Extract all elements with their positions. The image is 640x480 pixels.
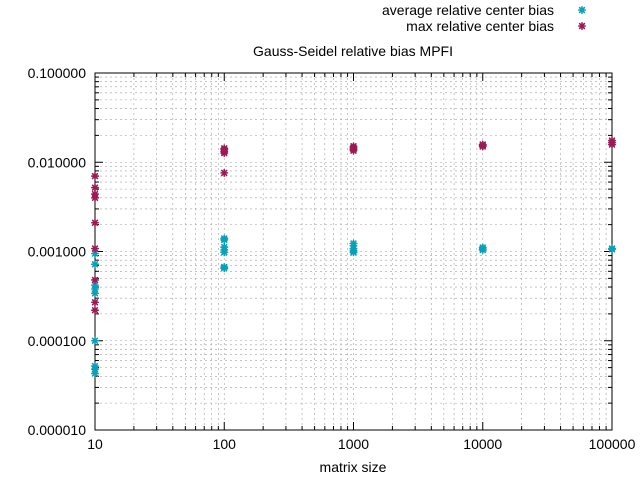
- average-bias-point: [91, 369, 99, 378]
- max-bias-point: [220, 148, 229, 157]
- x-tick-label: 10000: [463, 436, 502, 452]
- y-tick-label: 0.100000: [28, 65, 87, 81]
- legend: average relative center bias max relativ…: [382, 2, 587, 34]
- average-bias-point: [91, 289, 99, 298]
- average-bias-point: [220, 248, 229, 257]
- x-tick-label: 100: [213, 436, 237, 452]
- max-bias-point: [220, 168, 229, 177]
- legend-label-max: max relative center bias: [406, 18, 554, 34]
- x-tick-label: 1000: [338, 436, 369, 452]
- y-tick-label: 0.001000: [28, 244, 87, 260]
- average-bias-point: [349, 248, 358, 257]
- legend-marker-average: [577, 6, 587, 14]
- max-bias-point: [478, 142, 487, 151]
- average-bias-point: [220, 264, 229, 273]
- max-bias-point: [91, 193, 99, 202]
- average-bias-point: [607, 245, 617, 254]
- y-tick-label: 0.010000: [28, 154, 87, 170]
- legend-label-average: average relative center bias: [382, 2, 554, 18]
- average-bias-point: [91, 336, 99, 345]
- average-bias-point: [478, 245, 487, 254]
- max-bias-point: [91, 306, 99, 315]
- y-tick-label: 0.000100: [28, 333, 87, 349]
- legend-markers: [577, 6, 587, 31]
- x-tick-label: 10: [87, 436, 103, 452]
- max-bias-point: [607, 140, 617, 149]
- max-bias-point: [91, 275, 99, 284]
- x-tick-label: 100000: [589, 436, 636, 452]
- max-bias-point: [91, 172, 99, 181]
- max-bias-point: [91, 218, 99, 227]
- max-bias-point: [349, 146, 358, 155]
- max-bias-point: [91, 244, 99, 253]
- legend-marker-max: [577, 21, 587, 31]
- x-axis-label: matrix size: [320, 459, 387, 475]
- average-bias-point: [220, 235, 229, 244]
- chart-title: Gauss-Seidel relative bias MPFI: [253, 43, 453, 59]
- grid-lines: [95, 73, 612, 430]
- x-tick-labels: 10 100 1000 10000 100000: [87, 436, 635, 452]
- max-bias-point: [91, 298, 99, 307]
- average-bias-point: [91, 260, 99, 269]
- max-bias-point: [91, 183, 99, 192]
- data-points: [91, 136, 617, 378]
- y-tick-label: 0.000010: [28, 422, 87, 438]
- y-tick-labels: 0.000010 0.000100 0.001000 0.010000 0.100000: [28, 65, 87, 438]
